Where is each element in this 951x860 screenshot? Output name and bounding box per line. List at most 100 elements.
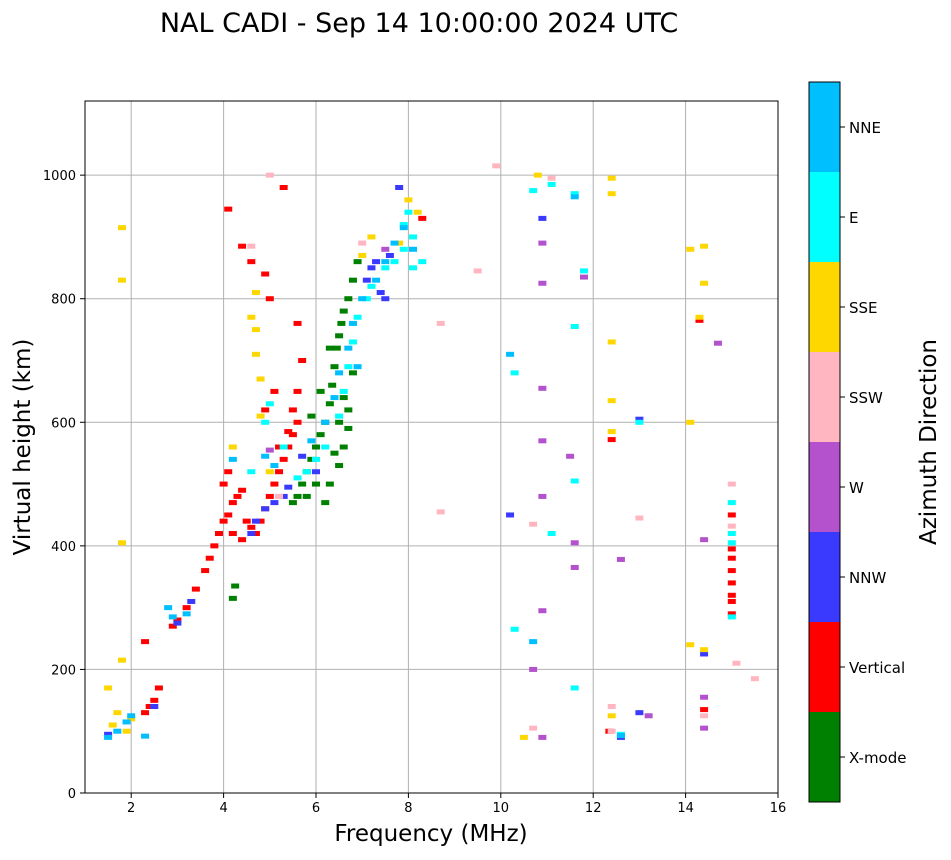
data-point [436, 320, 445, 326]
data-point [409, 265, 418, 271]
data-point [332, 345, 341, 351]
data-point [529, 725, 538, 731]
data-point [279, 444, 288, 450]
data-point [700, 713, 709, 719]
data-point [570, 191, 579, 197]
data-point [510, 370, 519, 376]
y-tick-label: 200 [51, 663, 76, 678]
data-point [251, 518, 260, 524]
data-point [210, 543, 219, 549]
data-point [251, 531, 260, 536]
data-point [339, 388, 348, 394]
data-point [238, 243, 247, 249]
y-axis-ticks: 0 200 400 600 800 1000 [43, 169, 85, 802]
data-point [335, 333, 344, 339]
data-point [270, 500, 279, 506]
data-point [104, 685, 113, 691]
data-point [510, 626, 519, 632]
data-point [404, 197, 413, 203]
data-point [492, 163, 501, 169]
data-point [607, 437, 616, 443]
data-point [325, 481, 334, 487]
data-point [353, 259, 362, 265]
colorbar-segment [809, 172, 840, 262]
data-point [727, 546, 736, 552]
data-point [700, 243, 709, 249]
data-point [533, 172, 542, 178]
data-point [635, 515, 644, 521]
data-point [727, 523, 736, 529]
data-point [566, 453, 575, 459]
colorbar-label-item: NNE [849, 119, 881, 137]
data-point [727, 512, 736, 518]
data-point [344, 407, 353, 413]
data-point [141, 710, 150, 716]
data-point [168, 623, 177, 629]
colorbar-label-item: E [849, 209, 858, 227]
data-point [570, 478, 579, 484]
data-point [616, 556, 625, 562]
data-point [418, 215, 427, 221]
data-point [154, 685, 163, 691]
data-point [270, 388, 279, 394]
colorbar: X-mode Vertical NNW W SSW SSE E NNE [808, 81, 906, 803]
data-point [727, 555, 736, 561]
data-point [538, 608, 547, 614]
data-point [727, 500, 736, 506]
data-point [275, 469, 284, 475]
data-point [381, 246, 390, 252]
data-point [316, 388, 325, 394]
data-point [251, 290, 260, 296]
data-point [385, 252, 394, 258]
data-point [607, 713, 616, 719]
data-point [261, 506, 270, 512]
data-point [330, 364, 339, 370]
y-tick-label: 800 [51, 293, 76, 308]
data-point [362, 277, 371, 283]
data-point [247, 314, 256, 320]
data-point [187, 598, 196, 604]
data-point [312, 481, 320, 487]
data-point [750, 676, 759, 682]
data-point [228, 500, 237, 506]
data-point [275, 493, 284, 499]
data-point [219, 518, 228, 524]
data-point [727, 592, 736, 598]
chart-title: NAL CADI - Sep 14 10:00:00 2024 UTC [160, 8, 678, 39]
data-point [358, 240, 367, 246]
data-point [570, 540, 579, 546]
data-point [298, 358, 307, 363]
data-point [279, 185, 288, 190]
data-point [700, 725, 709, 731]
data-point [529, 639, 538, 645]
data-point [117, 657, 126, 663]
data-point [182, 605, 191, 611]
data-point [367, 283, 376, 289]
data-point [284, 429, 293, 435]
data-point [150, 704, 159, 709]
data-point [265, 447, 274, 453]
data-point [395, 185, 404, 190]
data-point [570, 685, 579, 691]
data-point [607, 175, 616, 181]
data-points [104, 163, 759, 740]
data-point [219, 481, 228, 487]
colorbar-segment [809, 712, 840, 802]
data-point [251, 327, 260, 333]
data-point [293, 475, 302, 481]
data-point [727, 540, 736, 546]
data-point [261, 453, 270, 459]
data-point [399, 246, 408, 252]
grid-lines [85, 101, 779, 794]
data-point [727, 481, 736, 487]
data-point [607, 398, 616, 404]
data-point [538, 215, 547, 221]
data-point [607, 191, 616, 197]
x-tick-label: 8 [404, 801, 412, 816]
data-point [247, 531, 256, 536]
data-point [348, 320, 357, 326]
data-point [168, 614, 177, 620]
data-point [265, 401, 274, 407]
data-point [228, 595, 237, 601]
colorbar-segment [809, 352, 840, 442]
